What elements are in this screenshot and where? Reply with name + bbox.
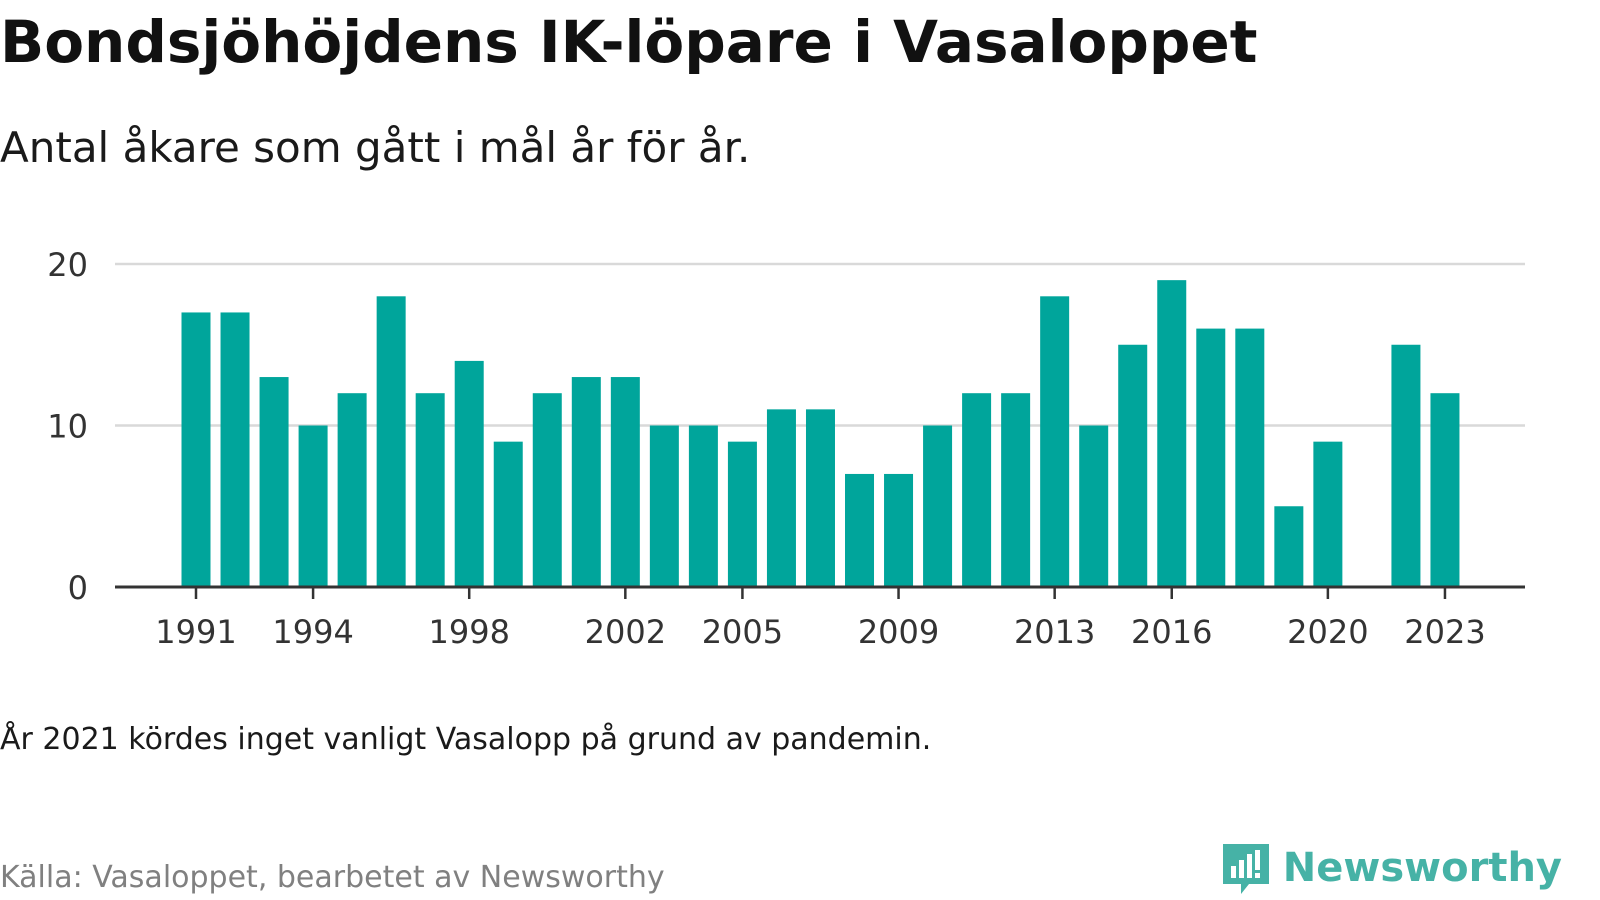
bar-2001 xyxy=(571,377,601,587)
bar-2019 xyxy=(1274,506,1304,587)
bar-1992 xyxy=(220,312,250,587)
x-tick-label: 1991 xyxy=(155,613,236,651)
bar-2005 xyxy=(727,441,757,587)
bar-1993 xyxy=(259,377,289,587)
bars xyxy=(181,280,1460,587)
bar-1998 xyxy=(454,360,484,587)
source-credit: Källa: Vasaloppet, bearbetet av Newswort… xyxy=(0,860,665,895)
x-tick-label: 2016 xyxy=(1131,613,1212,651)
bar-2000 xyxy=(532,393,562,587)
bar-2023 xyxy=(1430,393,1460,587)
bar-2011 xyxy=(962,393,992,587)
logo-wordmark: Newsworthy xyxy=(1282,845,1562,891)
x-tick-label: 2020 xyxy=(1287,613,1368,651)
bar-2007 xyxy=(805,409,835,587)
bar-1999 xyxy=(493,441,523,587)
bar-2016 xyxy=(1157,280,1187,587)
bar-2022 xyxy=(1391,344,1421,587)
y-tick-label: 0 xyxy=(68,569,88,607)
gridlines xyxy=(115,262,1525,427)
bar-2012 xyxy=(1001,393,1031,587)
bar-2004 xyxy=(688,425,718,587)
bar-2015 xyxy=(1118,344,1148,587)
bar-1991 xyxy=(181,312,211,587)
bar-2017 xyxy=(1196,328,1226,587)
bar-1995 xyxy=(337,393,367,587)
y-tick-label: 10 xyxy=(47,408,88,446)
x-tick-label: 1994 xyxy=(272,613,353,651)
x-tick-label: 2002 xyxy=(585,613,666,651)
x-tick-label: 2013 xyxy=(1014,613,1095,651)
chart-subtitle: Antal åkare som gått i mål år för år. xyxy=(0,123,751,172)
bar-2010 xyxy=(923,425,953,587)
bar-1994 xyxy=(298,425,328,587)
bar-2020 xyxy=(1313,441,1343,587)
x-tick-label: 2023 xyxy=(1404,613,1485,651)
bar-2002 xyxy=(610,377,640,587)
newsworthy-logo: Newsworthy xyxy=(1219,840,1562,896)
bar-2003 xyxy=(649,425,679,587)
axes: 0 10 20 1991 1994 1998 2002 2005 2009 2013 2016 202… xyxy=(47,246,1525,651)
x-tick-label: 1998 xyxy=(428,613,509,651)
bar-2013 xyxy=(1040,296,1070,587)
footnote: År 2021 kördes inget vanligt Vasalopp på… xyxy=(0,722,932,757)
x-tick-label: 2009 xyxy=(858,613,939,651)
newsworthy-chart-bubble-icon xyxy=(1222,844,1269,894)
bar-2018 xyxy=(1235,328,1265,587)
chart-title: Bondsjöhöjdens IK-löpare i Vasaloppet xyxy=(0,8,1258,76)
bar-2006 xyxy=(766,409,796,587)
bar-1996 xyxy=(376,296,406,587)
y-tick-label: 20 xyxy=(47,246,88,284)
bar-2014 xyxy=(1079,425,1109,587)
bar-2009 xyxy=(884,473,914,587)
bar-2008 xyxy=(845,473,875,587)
x-tick-label: 2005 xyxy=(702,613,783,651)
bar-chart: 0 10 20 1991 1994 1998 2002 2005 2009 2013 2016 202… xyxy=(47,246,1525,651)
bar-1997 xyxy=(415,393,445,587)
